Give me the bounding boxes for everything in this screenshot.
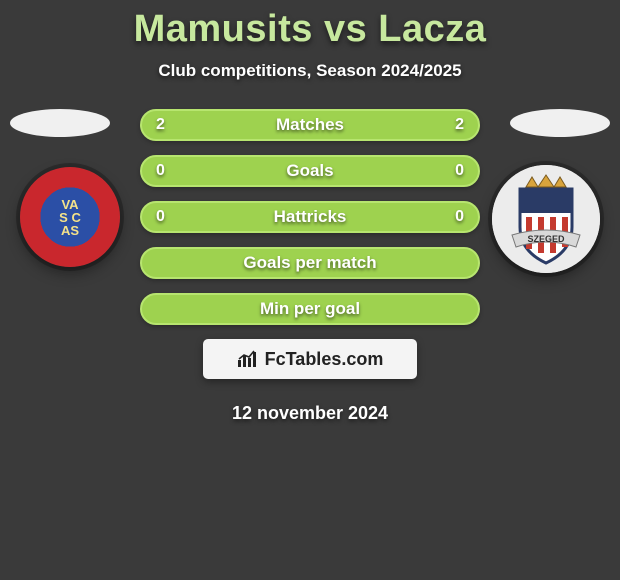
stat-goals-left: 0	[156, 162, 165, 180]
flag-right-placeholder	[510, 109, 610, 137]
subtitle: Club competitions, Season 2024/2025	[0, 61, 620, 81]
crest-left-letters: VAS CAS	[59, 198, 81, 237]
stat-matches-left: 2	[156, 116, 165, 134]
stats-zone: VAS CAS SZEGED 2	[0, 109, 620, 424]
stat-goals-right: 0	[455, 162, 464, 180]
club-crest-left: VAS CAS	[20, 167, 120, 267]
stat-matches-right: 2	[455, 116, 464, 134]
stat-mpg-label: Min per goal	[260, 299, 360, 319]
stat-matches-label: Matches	[276, 115, 344, 135]
bar-chart-icon	[237, 350, 259, 368]
player-right-name: Lacza	[378, 8, 486, 50]
club-crest-right: SZEGED	[492, 165, 600, 273]
brand-text: FcTables.com	[265, 349, 384, 370]
comparison-card: Mamusits vs Lacza Club competitions, Sea…	[0, 0, 620, 580]
stat-gpm-label: Goals per match	[243, 253, 376, 273]
svg-text:SZEGED: SZEGED	[527, 234, 565, 244]
stat-row-goals-per-match: Goals per match	[140, 247, 480, 279]
stat-goals-label: Goals	[286, 161, 333, 181]
stat-row-min-per-goal: Min per goal	[140, 293, 480, 325]
stat-rows: 2 Matches 2 0 Goals 0 0 Hattricks 0 Goal…	[140, 109, 480, 325]
page-title: Mamusits vs Lacza	[0, 8, 620, 51]
stat-row-goals: 0 Goals 0	[140, 155, 480, 187]
stat-hattricks-label: Hattricks	[274, 207, 347, 227]
player-left-name: Mamusits	[134, 8, 313, 50]
brand-box: FcTables.com	[203, 339, 417, 379]
crest-right-svg: SZEGED	[492, 165, 600, 273]
generated-date: 12 november 2024	[0, 403, 620, 424]
flag-left-placeholder	[10, 109, 110, 137]
stat-hattricks-left: 0	[156, 208, 165, 226]
stat-row-matches: 2 Matches 2	[140, 109, 480, 141]
stat-row-hattricks: 0 Hattricks 0	[140, 201, 480, 233]
vs-separator: vs	[324, 8, 367, 50]
stat-hattricks-right: 0	[455, 208, 464, 226]
